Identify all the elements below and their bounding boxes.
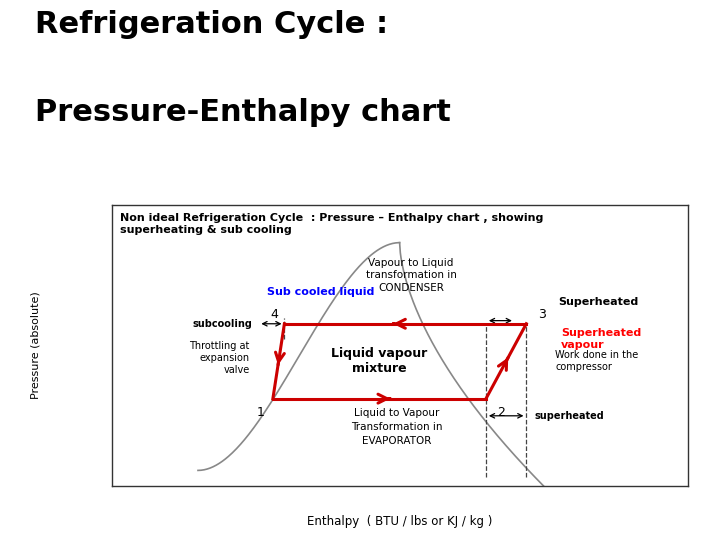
Text: 4: 4 [271, 308, 279, 321]
Text: transformation in: transformation in [366, 270, 456, 280]
Text: subcooling: subcooling [193, 319, 253, 329]
Text: Pressure (absolute): Pressure (absolute) [31, 292, 41, 400]
Text: 2: 2 [498, 407, 505, 420]
Text: 1: 1 [256, 407, 264, 420]
Text: Vapour to Liquid: Vapour to Liquid [369, 258, 454, 268]
Text: EVAPORATOR: EVAPORATOR [362, 436, 431, 446]
Text: Pressure-Enthalpy chart: Pressure-Enthalpy chart [35, 98, 451, 127]
Text: Transformation in: Transformation in [351, 422, 443, 432]
Text: Liquid vapour
mixture: Liquid vapour mixture [331, 347, 428, 375]
Text: Throttling at
expansion
valve: Throttling at expansion valve [189, 341, 250, 375]
Text: Superheated: Superheated [558, 296, 638, 307]
Text: superheated: superheated [535, 411, 605, 421]
Text: Liquid to Vapour: Liquid to Vapour [354, 408, 439, 418]
Text: 3: 3 [538, 308, 546, 321]
Text: CONDENSER: CONDENSER [378, 282, 444, 293]
Text: Enthalpy  ( BTU / lbs or KJ / kg ): Enthalpy ( BTU / lbs or KJ / kg ) [307, 515, 492, 528]
Text: Superheated
vapour: Superheated vapour [561, 328, 641, 350]
Text: Non ideal Refrigeration Cycle  : Pressure – Enthalpy chart , showing
superheatin: Non ideal Refrigeration Cycle : Pressure… [120, 213, 544, 234]
Text: Refrigeration Cycle :: Refrigeration Cycle : [35, 10, 388, 39]
Text: Work done in the
compressor: Work done in the compressor [555, 350, 639, 372]
Text: Sub cooled liquid: Sub cooled liquid [267, 287, 374, 297]
